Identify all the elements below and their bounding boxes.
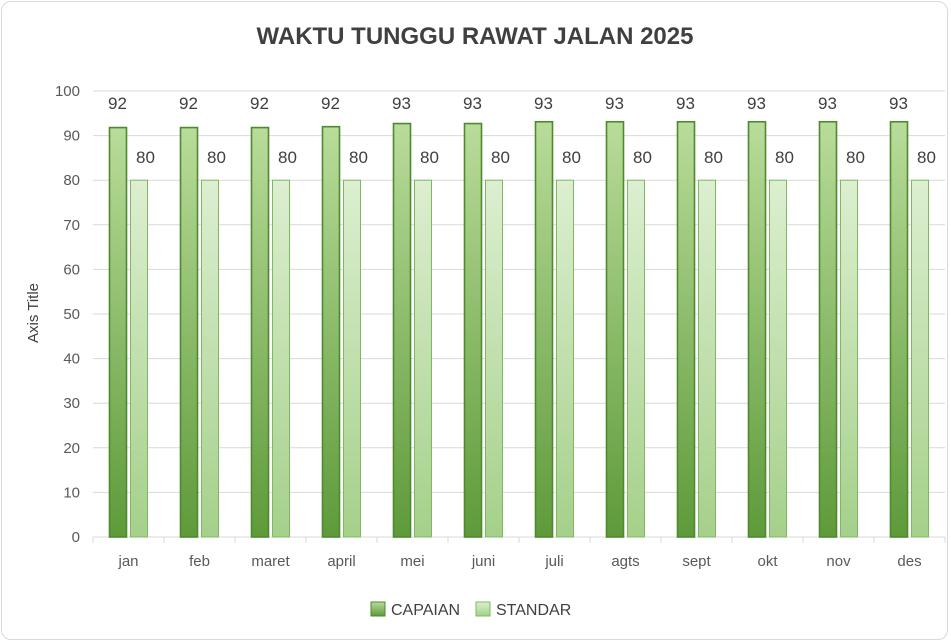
data-label-capaian: 92: [321, 94, 340, 113]
y-tick-label: 70: [63, 217, 80, 234]
bar-standar: [911, 179, 929, 538]
data-label-capaian: 92: [108, 94, 127, 113]
bar-standar: [201, 179, 219, 538]
data-label-standar: 80: [775, 148, 794, 167]
y-axis-title: Axis Title: [25, 283, 42, 343]
x-tick-label: mei: [400, 553, 424, 570]
data-label-standar: 80: [349, 148, 368, 167]
y-tick-label: 10: [63, 484, 80, 501]
data-label-standar: 80: [420, 148, 439, 167]
y-tick-label: 80: [63, 172, 80, 189]
bar-standar: [272, 179, 290, 538]
data-label-capaian: 92: [179, 94, 198, 113]
x-tick-label: april: [327, 553, 355, 570]
bar-capaian: [534, 120, 554, 538]
x-tick-label: juli: [544, 553, 563, 570]
x-axis-ticks: jan feb maret april mei juni juli agts sept okt no…: [117, 553, 921, 570]
data-label-capaian: 93: [676, 94, 695, 113]
y-tick-label: 50: [63, 306, 80, 323]
legend-label-capaian: CAPAIAN: [391, 602, 460, 619]
bars: [108, 120, 929, 538]
y-tick-label: 100: [55, 83, 80, 100]
data-label-standar: 80: [846, 148, 865, 167]
bar-capaian: [250, 126, 270, 538]
data-label-capaian: 93: [392, 94, 411, 113]
data-label-standar: 80: [207, 148, 226, 167]
data-label-standar: 80: [491, 148, 510, 167]
bar-capaian: [392, 122, 412, 538]
data-label-capaian: 93: [463, 94, 482, 113]
data-label-capaian: 93: [534, 94, 553, 113]
legend-label-standar: STANDAR: [496, 602, 571, 619]
bar-standar: [343, 179, 361, 538]
x-tick-label: maret: [251, 553, 290, 570]
bar-capaian: [676, 120, 696, 538]
x-tick-label: juni: [471, 553, 495, 570]
bar-standar: [627, 179, 645, 538]
y-tick-label: 30: [63, 395, 80, 412]
x-tick-label: sept: [682, 553, 711, 570]
data-label-standar: 80: [136, 148, 155, 167]
x-tick-label: des: [897, 553, 921, 570]
y-axis-ticks: 0 10 20 30 40 50 60 70 80 90 100: [55, 83, 80, 546]
bar-standar: [840, 179, 858, 538]
gridlines: [92, 90, 946, 543]
x-tick-label: jan: [117, 553, 138, 570]
legend: CAPAIAN STANDAR: [370, 601, 571, 619]
bar-capaian: [108, 126, 128, 538]
data-label-capaian: 93: [605, 94, 624, 113]
data-label-standar: 80: [917, 148, 936, 167]
y-tick-label: 90: [63, 128, 80, 145]
y-tick-label: 60: [63, 261, 80, 278]
data-label-standar: 80: [562, 148, 581, 167]
data-label-capaian: 93: [747, 94, 766, 113]
bar-standar: [556, 179, 574, 538]
data-labels: 92 92 92 92 93 93 93 93 93 93 93 93 80 80 80 80 80 80 80 80…: [108, 94, 936, 167]
bar-standar: [130, 179, 148, 538]
x-tick-label: nov: [826, 553, 851, 570]
x-tick-label: okt: [757, 553, 778, 570]
y-tick-label: 0: [72, 529, 80, 546]
bar-capaian: [605, 120, 625, 538]
data-label-standar: 80: [278, 148, 297, 167]
bar-capaian: [818, 120, 838, 538]
bar-standar: [769, 179, 787, 538]
chart-title: WAKTU TUNGGU RAWAT JALAN 2025: [257, 23, 694, 50]
data-label-capaian: 92: [250, 94, 269, 113]
y-tick-label: 40: [63, 351, 80, 368]
bar-standar: [414, 179, 432, 538]
legend-swatch-capaian: [370, 601, 386, 617]
x-tick-label: feb: [189, 553, 210, 570]
bar-capaian: [747, 120, 767, 538]
bar-capaian: [179, 126, 199, 538]
data-label-capaian: 93: [818, 94, 837, 113]
legend-swatch-standar: [475, 601, 491, 617]
bar-standar: [485, 179, 503, 538]
bar-capaian: [889, 120, 909, 538]
bar-capaian: [463, 122, 483, 538]
x-tick-label: agts: [611, 553, 639, 570]
data-label-capaian: 93: [889, 94, 908, 113]
data-label-standar: 80: [633, 148, 652, 167]
bar-standar: [698, 179, 716, 538]
data-label-standar: 80: [704, 148, 723, 167]
y-tick-label: 20: [63, 440, 80, 457]
bar-capaian: [321, 125, 341, 538]
